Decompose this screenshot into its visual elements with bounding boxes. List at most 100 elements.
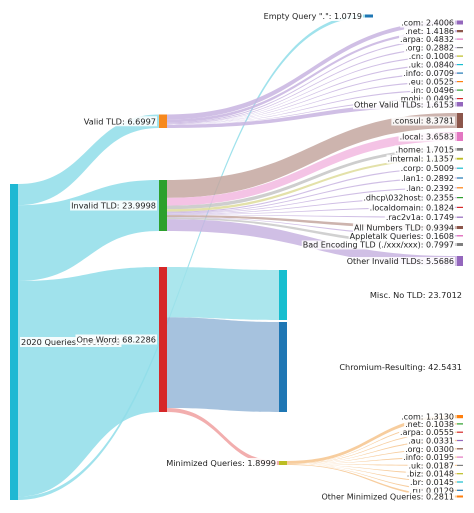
label-i_appletalk: Appletalk Queries: 0.1608 <box>350 232 454 241</box>
label-root: 2020 Queries: 100.0000 <box>21 337 120 347</box>
label-i_badenc: Bad Encoding TLD (./xxx/xxx): 0.7997 <box>303 241 454 250</box>
label-i_internal: .internal: 1.1357 <box>388 155 454 164</box>
node-i_dhcp <box>457 197 463 199</box>
link-minimized-m_biz <box>287 464 457 475</box>
label-valid: Valid TLD: 6.6997 <box>84 116 156 126</box>
label-m_org: .org: 0.0300 <box>405 445 454 454</box>
link-root-empty <box>18 14 365 500</box>
label-v_net: .net: 1.4186 <box>405 27 454 36</box>
label-v_uk: .uk: 0.0840 <box>409 61 454 70</box>
node-i_corp <box>457 167 463 169</box>
link-valid-v_in <box>167 89 457 125</box>
label-i_lan1: .lan1: 0.2892 <box>401 174 454 183</box>
label-misc: Misc. No TLD: 23.7012 <box>370 290 462 300</box>
node-m_br <box>457 481 463 483</box>
link-valid-v_mobi <box>167 98 457 125</box>
label-halo <box>407 461 455 471</box>
link-root-valid <box>18 114 159 206</box>
link-invalid-i_badenc <box>167 217 457 246</box>
label-v_org: .org: 0.2882 <box>405 44 454 53</box>
node-i_lan1 <box>457 177 463 179</box>
label-halo <box>405 183 455 193</box>
label-invalid: Invalid TLD: 23.9998 <box>71 201 156 211</box>
link-valid-v_arpa <box>167 38 457 124</box>
label-i_consul: .consul: 8.3781 <box>392 117 454 126</box>
link-minimized-m_arpa <box>287 431 457 465</box>
label-halo <box>402 453 455 463</box>
label-empty: Empty Query ".": 1.0719 <box>264 12 362 21</box>
label-halo <box>405 469 455 479</box>
node-root <box>10 184 18 500</box>
label-halo <box>404 27 455 37</box>
node-invalid <box>159 180 167 231</box>
node-m_other <box>457 495 463 498</box>
link-invalid-i_localdomain <box>167 206 457 215</box>
label-halo <box>407 436 455 446</box>
label-halo <box>399 164 455 174</box>
link-valid-v_uk <box>167 64 457 125</box>
label-halo <box>409 86 455 96</box>
label-v_cn: .cn: 0.1008 <box>409 52 454 61</box>
node-v_org <box>457 47 463 49</box>
label-m_uk: .uk: 0.0187 <box>409 461 454 470</box>
label-halo <box>75 334 157 345</box>
label-halo <box>394 145 455 155</box>
link-minimized-m_org <box>287 448 457 465</box>
link-invalid-i_lan <box>167 187 457 214</box>
label-halo <box>384 213 455 223</box>
link-oneword-chromium <box>167 317 279 412</box>
node-m_org <box>457 448 463 450</box>
link-invalid-i_home <box>167 148 457 210</box>
label-i_rac: .rac2v1a: 0.1749 <box>386 213 454 222</box>
link-valid-v_org <box>167 47 457 124</box>
label-m_info: .info: 0.0195 <box>403 453 454 462</box>
label-halo <box>407 77 455 87</box>
sankey-labels: 2020 Queries: 100.0000 Valid TLD: 6.6997 I… <box>20 12 463 502</box>
label-halo <box>352 223 455 233</box>
label-i_lan: .lan: 0.2392 <box>406 184 454 193</box>
label-halo <box>404 43 455 53</box>
link-valid-v_eu <box>167 81 457 125</box>
label-halo <box>399 35 455 45</box>
node-m_net <box>457 423 463 425</box>
label-m_com: .com: 1.3130 <box>401 413 454 422</box>
link-valid-v_info <box>167 72 457 125</box>
link-oneword-minimized <box>167 407 279 465</box>
label-halo <box>368 290 463 300</box>
label-i_corp: .corp: 0.5009 <box>401 164 454 173</box>
label-halo <box>409 478 455 487</box>
label-halo <box>399 174 455 183</box>
link-invalid-i_lan1 <box>167 177 457 214</box>
label-i_home: .home: 1.7015 <box>396 145 454 154</box>
label-halo <box>404 444 455 454</box>
node-i_appletalk <box>457 235 463 237</box>
label-chromium: Chromium-Resulting: 42.5431 <box>339 362 462 372</box>
label-halo <box>345 257 455 266</box>
label-m_arpa: .arpa: 0.0555 <box>400 428 454 437</box>
label-halo <box>399 428 455 438</box>
label-minimized: Minimized Queries: 1.8999 <box>166 458 276 468</box>
node-i_localdomain <box>457 206 463 208</box>
label-halo <box>404 419 455 429</box>
node-i_numbers <box>457 226 463 229</box>
node-v_eu <box>457 81 463 83</box>
node-i_other <box>457 256 463 266</box>
link-oneword-misc <box>167 267 279 320</box>
node-v_mobi <box>457 98 463 100</box>
label-m_other: Other Minimized Queries: 0.2811 <box>321 493 454 502</box>
label-halo <box>338 362 463 372</box>
label-v_other: Other Valid TLDs: 1.6153 <box>354 100 454 109</box>
node-i_local <box>457 132 463 141</box>
node-m_biz <box>457 473 463 475</box>
node-v_info <box>457 72 463 74</box>
node-i_home <box>457 148 463 151</box>
label-v_info: .info: 0.0709 <box>403 69 454 78</box>
label-v_eu: .eu: 0.0525 <box>408 78 454 87</box>
label-i_numbers: All Numbers TLD: 0.9394 <box>354 224 454 233</box>
label-halo <box>398 132 455 142</box>
link-minimized-m_au <box>287 439 457 465</box>
label-halo <box>301 240 455 250</box>
node-minimized <box>279 461 287 465</box>
link-invalid-i_local <box>167 132 457 206</box>
